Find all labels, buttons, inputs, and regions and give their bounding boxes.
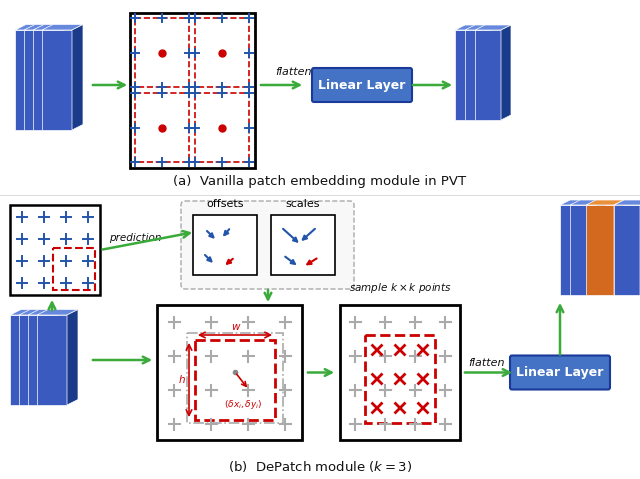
Polygon shape	[28, 309, 69, 315]
Bar	[365, 335, 435, 423]
Polygon shape	[614, 205, 640, 295]
Polygon shape	[614, 200, 640, 205]
Bar	[53, 248, 95, 290]
Polygon shape	[10, 309, 51, 315]
Polygon shape	[24, 30, 54, 130]
Polygon shape	[586, 200, 596, 295]
Polygon shape	[586, 205, 614, 295]
Bar	[271, 215, 335, 275]
Polygon shape	[40, 309, 51, 405]
Polygon shape	[465, 30, 491, 120]
Polygon shape	[15, 24, 56, 30]
Text: flatten: flatten	[275, 67, 312, 77]
Polygon shape	[15, 30, 45, 130]
Text: $(\delta x_i,\delta y_i)$: $(\delta x_i,\delta y_i)$	[224, 398, 262, 411]
Bar	[135, 93, 189, 162]
Polygon shape	[481, 25, 491, 120]
Text: offsets: offsets	[206, 199, 244, 209]
Polygon shape	[37, 309, 78, 315]
Bar	[135, 18, 189, 87]
Text: w: w	[231, 322, 239, 332]
Text: Linear Layer: Linear Layer	[318, 79, 406, 91]
Text: flatten: flatten	[468, 357, 504, 367]
Text: scales: scales	[285, 199, 320, 209]
Polygon shape	[19, 315, 49, 405]
Polygon shape	[586, 200, 624, 205]
Polygon shape	[455, 30, 481, 120]
Bar	[10, 205, 100, 295]
Bar	[187, 333, 283, 423]
Polygon shape	[37, 315, 67, 405]
Polygon shape	[28, 315, 58, 405]
Bar	[130, 13, 255, 168]
Bar	[340, 305, 460, 440]
Text: Linear Layer: Linear Layer	[516, 366, 604, 379]
Text: h: h	[179, 375, 185, 385]
Polygon shape	[455, 25, 491, 30]
FancyBboxPatch shape	[510, 355, 610, 389]
FancyBboxPatch shape	[312, 68, 412, 102]
Polygon shape	[570, 200, 606, 205]
Text: prediction: prediction	[109, 233, 161, 243]
Polygon shape	[58, 309, 69, 405]
Polygon shape	[475, 25, 511, 30]
Polygon shape	[19, 309, 60, 315]
FancyBboxPatch shape	[181, 201, 354, 289]
Polygon shape	[596, 200, 606, 295]
Polygon shape	[465, 25, 501, 30]
Polygon shape	[54, 24, 65, 130]
Polygon shape	[570, 205, 596, 295]
Polygon shape	[501, 25, 511, 120]
Text: sample $k \times k$ points: sample $k \times k$ points	[349, 281, 451, 295]
Polygon shape	[560, 200, 596, 205]
Polygon shape	[491, 25, 501, 120]
Polygon shape	[614, 200, 624, 295]
Polygon shape	[10, 315, 40, 405]
Polygon shape	[42, 24, 83, 30]
Text: (a)  Vanilla patch embedding module in PVT: (a) Vanilla patch embedding module in PV…	[173, 175, 467, 189]
Bar	[193, 215, 257, 275]
Polygon shape	[475, 30, 501, 120]
Polygon shape	[67, 309, 78, 405]
Bar	[195, 93, 249, 162]
Bar	[195, 340, 275, 420]
Polygon shape	[63, 24, 74, 130]
Polygon shape	[49, 309, 60, 405]
Polygon shape	[33, 24, 74, 30]
Text: (b)  DePatch module ($k = 3$): (b) DePatch module ($k = 3$)	[228, 458, 412, 474]
Polygon shape	[24, 24, 65, 30]
Polygon shape	[560, 205, 586, 295]
Polygon shape	[42, 30, 72, 130]
Polygon shape	[72, 24, 83, 130]
Polygon shape	[33, 30, 63, 130]
Bar	[195, 18, 249, 87]
Bar	[157, 305, 302, 440]
Polygon shape	[45, 24, 56, 130]
